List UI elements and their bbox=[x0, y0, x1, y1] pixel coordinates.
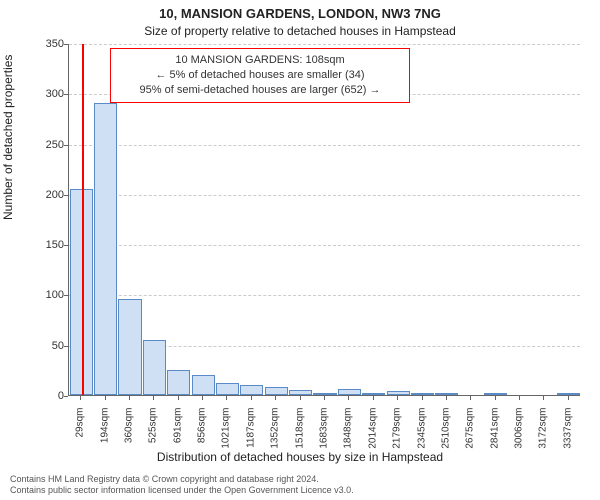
histogram-bar bbox=[484, 393, 507, 395]
x-tick-mark bbox=[251, 396, 252, 400]
histogram-bar bbox=[143, 340, 166, 395]
histogram-bar bbox=[435, 393, 458, 395]
x-tick-mark bbox=[153, 396, 154, 400]
x-tick-mark bbox=[178, 396, 179, 400]
histogram-bar bbox=[94, 103, 117, 395]
y-tick-label: 250 bbox=[34, 139, 64, 151]
x-tick-mark bbox=[495, 396, 496, 400]
x-tick-mark bbox=[519, 396, 520, 400]
y-tick-label: 350 bbox=[34, 38, 64, 50]
property-marker-line bbox=[82, 44, 84, 395]
chart-title-sub: Size of property relative to detached ho… bbox=[0, 24, 600, 38]
x-tick-mark bbox=[300, 396, 301, 400]
y-axis-label: Number of detached properties bbox=[1, 55, 15, 220]
x-tick-mark bbox=[80, 396, 81, 400]
y-tick-label: 50 bbox=[34, 340, 64, 352]
attribution-text: Contains HM Land Registry data © Crown c… bbox=[10, 474, 354, 496]
y-tick-label: 0 bbox=[34, 390, 64, 402]
histogram-bar bbox=[192, 375, 215, 395]
y-tick-mark bbox=[64, 396, 68, 397]
x-tick-mark bbox=[422, 396, 423, 400]
y-tick-mark bbox=[64, 295, 68, 296]
x-tick-mark bbox=[275, 396, 276, 400]
y-tick-label: 300 bbox=[34, 88, 64, 100]
x-tick-mark bbox=[446, 396, 447, 400]
histogram-bar bbox=[313, 393, 336, 395]
attribution-line-2: Contains public sector information licen… bbox=[10, 485, 354, 496]
x-tick-mark bbox=[226, 396, 227, 400]
histogram-bar bbox=[167, 370, 190, 395]
y-tick-label: 100 bbox=[34, 289, 64, 301]
y-tick-label: 200 bbox=[34, 189, 64, 201]
x-tick-mark bbox=[129, 396, 130, 400]
y-tick-mark bbox=[64, 44, 68, 45]
histogram-bar bbox=[411, 393, 434, 395]
histogram-bar bbox=[387, 391, 410, 395]
x-tick-mark bbox=[202, 396, 203, 400]
x-tick-mark bbox=[105, 396, 106, 400]
histogram-bar bbox=[265, 387, 288, 395]
legend-box: 10 MANSION GARDENS: 108sqm ← 5% of detac… bbox=[110, 48, 410, 103]
x-axis-label: Distribution of detached houses by size … bbox=[0, 450, 600, 464]
x-tick-mark bbox=[568, 396, 569, 400]
legend-line-2: ← 5% of detached houses are smaller (34) bbox=[117, 68, 403, 83]
histogram-bar bbox=[240, 385, 263, 395]
x-tick-mark bbox=[373, 396, 374, 400]
histogram-bar bbox=[557, 393, 580, 395]
y-tick-mark bbox=[64, 195, 68, 196]
y-tick-label: 150 bbox=[34, 239, 64, 251]
legend-line-1: 10 MANSION GARDENS: 108sqm bbox=[117, 53, 403, 68]
histogram-bar bbox=[216, 383, 239, 395]
x-tick-mark bbox=[470, 396, 471, 400]
y-tick-mark bbox=[64, 145, 68, 146]
y-tick-mark bbox=[64, 245, 68, 246]
x-tick-mark bbox=[397, 396, 398, 400]
histogram-bar bbox=[338, 389, 361, 395]
histogram-bar bbox=[362, 393, 385, 395]
histogram-bar bbox=[118, 299, 141, 395]
chart-container: 10, MANSION GARDENS, LONDON, NW3 7NG Siz… bbox=[0, 0, 600, 500]
attribution-line-1: Contains HM Land Registry data © Crown c… bbox=[10, 474, 354, 485]
x-tick-mark bbox=[543, 396, 544, 400]
chart-title-main: 10, MANSION GARDENS, LONDON, NW3 7NG bbox=[0, 6, 600, 21]
x-tick-mark bbox=[348, 396, 349, 400]
legend-line-3: 95% of semi-detached houses are larger (… bbox=[117, 83, 403, 98]
x-tick-mark bbox=[324, 396, 325, 400]
y-tick-mark bbox=[64, 346, 68, 347]
y-tick-mark bbox=[64, 94, 68, 95]
histogram-bar bbox=[289, 390, 312, 395]
